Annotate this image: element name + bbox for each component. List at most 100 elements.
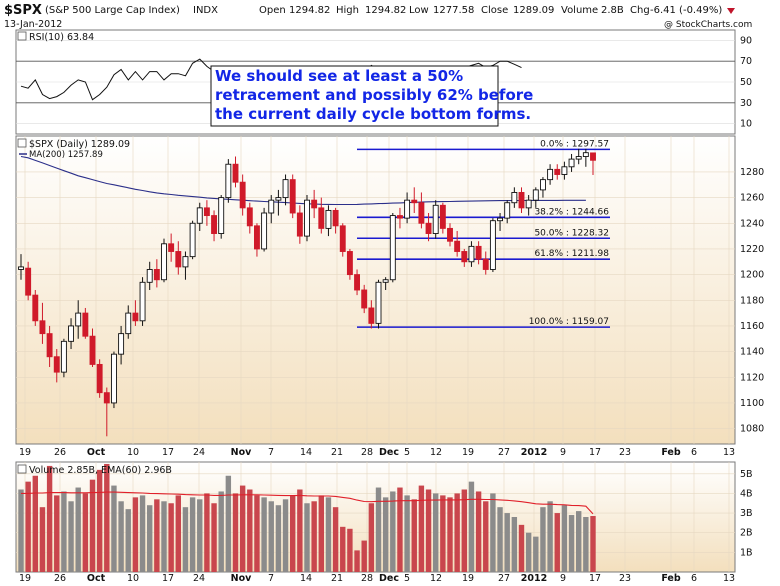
candle-body [540, 179, 546, 191]
candle-body [289, 179, 296, 214]
candle-body [482, 258, 489, 270]
volume-bar [197, 499, 203, 572]
volume-bar [175, 495, 181, 572]
x-tick-label: 10 [127, 573, 139, 584]
volume-bar [518, 524, 525, 572]
x-tick-label: Nov [231, 573, 252, 584]
x-tick-label: 19 [462, 447, 474, 458]
candle-body [504, 202, 511, 219]
volume-bar [475, 491, 482, 572]
x-tick-label: 12 [430, 447, 442, 458]
volume-bar [461, 489, 467, 572]
x-tick-label: 14 [300, 447, 312, 458]
volume-bar [268, 501, 274, 572]
candle-body [489, 220, 496, 270]
x-tick-label: Oct [87, 447, 106, 458]
candle-body [518, 192, 525, 209]
volume-bar [497, 507, 503, 572]
volume-bar [554, 513, 560, 572]
price-tick-label: 1260 [740, 193, 764, 204]
candle-body [554, 168, 561, 175]
candle-body [96, 363, 103, 394]
candle-body [139, 281, 146, 322]
volume-bar [211, 503, 217, 572]
volume-bar [440, 495, 446, 572]
candle-body [146, 269, 153, 283]
volume-bar [239, 485, 246, 572]
candle-body [439, 204, 446, 229]
x-tick-label: 6 [691, 573, 697, 584]
volume-bar [568, 515, 575, 572]
volume-bar [54, 495, 60, 572]
price-label: $SPX (Daily) 1289.09 [29, 139, 130, 150]
low-label: Low [409, 5, 429, 16]
candle-body [411, 199, 418, 204]
volume-label: Volume 2.85B, EMA(60) 2.96B [29, 465, 172, 476]
volume-tick-label: 3B [740, 508, 753, 519]
collapse-icon[interactable] [17, 31, 27, 41]
candle-body [25, 267, 32, 296]
candle-body [497, 217, 503, 222]
candle-body [103, 392, 110, 404]
low-value: 1277.58 [433, 5, 474, 16]
candle-body [218, 197, 225, 234]
rsi-label: RSI(10) 63.84 [29, 32, 94, 43]
candle-body [547, 168, 554, 181]
rsi-tick-label: 90 [740, 35, 752, 46]
price-tick-label: 1280 [740, 167, 764, 178]
volume-bar [390, 491, 396, 572]
candle-body [304, 199, 310, 237]
candle-body [418, 202, 425, 224]
candle-body [18, 266, 24, 270]
x-tick-label: 21 [331, 573, 343, 584]
volume-bar [340, 526, 346, 572]
volume-bar [161, 501, 167, 572]
volume-bar [297, 489, 303, 572]
fib-level-label: 50.0% : 1228.32 [534, 228, 609, 238]
candle-body [468, 245, 475, 263]
volume-bar [46, 465, 53, 572]
collapse-icon[interactable] [17, 138, 27, 148]
volume-bars [18, 463, 596, 572]
candle-body [461, 251, 468, 263]
x-tick-label: 21 [331, 447, 343, 458]
price-tick-label: 1100 [740, 398, 764, 409]
volume-bar [261, 497, 267, 572]
index-name: (S&P 500 Large Cap Index) [45, 5, 180, 16]
candle-body [525, 199, 532, 209]
x-tick-label: 17 [162, 447, 174, 458]
chg-label: Chg [630, 5, 650, 16]
volume-bar [247, 489, 253, 572]
candle-body [75, 312, 82, 327]
price-tick-label: 1180 [740, 295, 764, 306]
annotation-line-1: We should see at least a 50% [215, 67, 463, 85]
candle-body [575, 156, 582, 160]
volume-bar [332, 507, 339, 572]
volume-bar [89, 479, 96, 572]
volume-bar [154, 499, 160, 572]
volume-bar [39, 507, 46, 572]
x-tick-label: 26 [54, 447, 66, 458]
x-tick-label: 17 [589, 573, 601, 584]
chg-value: -6.41 (-0.49%) [650, 5, 722, 16]
volume-bar [275, 505, 282, 572]
x-tick-label: 7 [268, 447, 274, 458]
volume-value: 2.8B [601, 5, 624, 16]
x-tick-label: Dec [379, 573, 399, 584]
candle-body [125, 312, 132, 335]
candle-body [268, 199, 275, 214]
candle-body [275, 197, 282, 201]
volume-bar [347, 528, 353, 572]
candle-body [153, 269, 160, 281]
collapse-icon[interactable] [17, 464, 27, 474]
x-tick-label: 6 [691, 447, 697, 458]
volume-bar [375, 487, 382, 572]
candle-body [196, 207, 203, 224]
x-tick-label: Feb [661, 573, 681, 584]
volume-bar [168, 503, 174, 572]
x-tick-label: 13 [723, 447, 735, 458]
candle-body [232, 163, 239, 183]
volume-bar [132, 497, 139, 572]
volume-bar [125, 509, 131, 572]
